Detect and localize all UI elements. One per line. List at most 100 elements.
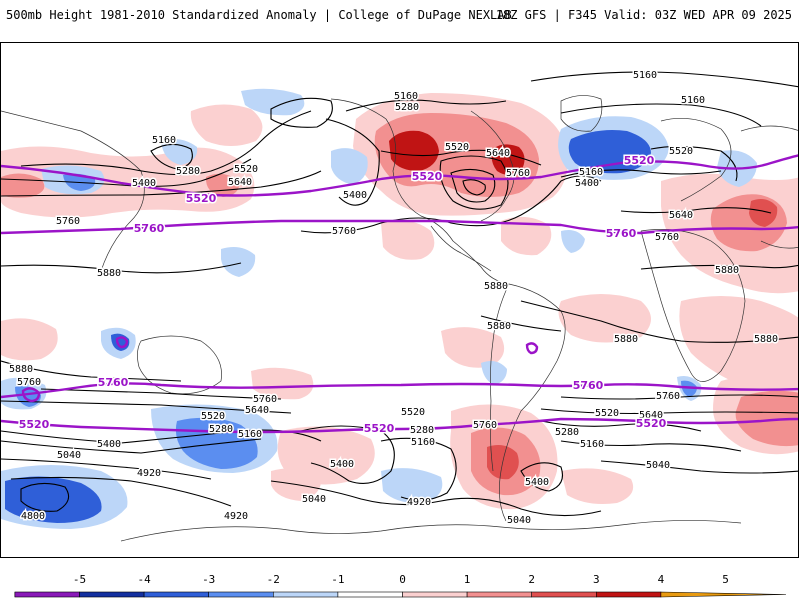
anomaly-pos-14 [1, 318, 58, 361]
contour-label-5160: 5160 [580, 439, 604, 450]
coastline-north-america [330, 98, 510, 285]
contour-5520-major-sh [1, 417, 798, 434]
anomaly-pos-19 [735, 390, 798, 447]
contour-label-5400: 5400 [330, 459, 354, 470]
contour-5160-north [530, 71, 798, 88]
anomaly-neg-18 [381, 468, 443, 504]
contour-label-5880: 5880 [715, 265, 739, 276]
contour-label-5760: 5760 [655, 232, 679, 243]
coastline-antarctica [120, 520, 742, 542]
contour-label-5400: 5400 [132, 178, 156, 189]
color-scale-segment [208, 591, 274, 598]
contour-label-5760: 5760 [56, 216, 80, 227]
anomaly-pos-12 [381, 220, 435, 260]
contour-label-5280: 5280 [176, 166, 200, 177]
color-scale-segment [402, 591, 468, 598]
contour-5400-sh-east [520, 462, 564, 492]
anomaly-neg-5 [161, 139, 198, 165]
color-scale-tick-label: -5 [73, 573, 86, 586]
coastline-south-america-west [489, 283, 510, 472]
contour-label-5400: 5400 [343, 190, 367, 201]
contour-label-5880: 5880 [97, 268, 121, 279]
contour-labels: 5160516051605280516052805400552056405400… [7, 69, 779, 528]
color-scale-tick-label: -3 [202, 573, 215, 586]
coastline-south-america [499, 283, 566, 522]
contour-label-4800: 4800 [21, 511, 45, 522]
coastline-australia [137, 335, 222, 395]
contour-label-5520: 5520 [445, 142, 469, 153]
contour-5280-sh-west [1, 438, 262, 454]
anomaly-pos-26 [561, 468, 634, 504]
contour-label-5640: 5640 [245, 405, 269, 416]
contour-label-5520: 5520 [412, 170, 443, 183]
coastline-central-america [430, 225, 492, 272]
contour-5280-sh-east [540, 420, 702, 432]
contour-label-5880: 5880 [754, 334, 778, 345]
contour-label-5760: 5760 [332, 226, 356, 237]
contour-label-5760: 5760 [573, 379, 604, 392]
contour-5040-sh-mid [270, 480, 602, 517]
contour-label-5760: 5760 [134, 222, 165, 235]
color-scale-segment [272, 591, 339, 598]
contour-5400-na [325, 118, 380, 206]
anomaly-neg-20 [681, 380, 697, 397]
contour-label-5520: 5520 [19, 418, 50, 431]
contour-label-5760: 5760 [17, 377, 41, 388]
contour-label-5160: 5160 [411, 437, 435, 448]
color-scale-tick-label: -2 [267, 573, 280, 586]
color-scale-segments [14, 591, 787, 598]
color-scale-bar: -5 -4 -3 -2 -1 0 1 2 3 4 5 [14, 573, 787, 598]
color-scale-tick-label: 0 [399, 573, 406, 586]
contour-5280-trough [439, 155, 509, 210]
contour-5760-closed-sa [525, 342, 539, 355]
coastline-europe [660, 118, 732, 202]
contour-5640-atl [620, 207, 772, 214]
anomaly-map: 5160516051605280516052805400552056405400… [1, 69, 798, 542]
contour-5760-sh-west [40, 388, 282, 400]
color-scale-tick-label: 1 [464, 573, 471, 586]
contour-5880-sub-east [640, 264, 798, 270]
color-scale-segment [466, 591, 533, 598]
contour-label-5160: 5160 [394, 91, 418, 102]
contour-label-5520: 5520 [636, 417, 667, 430]
anomaly-neg-17 [5, 476, 102, 523]
model-run-info: 18Z GFS | F345 Valid: 03Z WED APR 09 202… [495, 8, 792, 22]
color-scale-tick-label: 2 [528, 573, 535, 586]
anomaly-neg-7 [331, 148, 368, 185]
contour-5160-nh-ridge [560, 103, 762, 127]
contour-label-5760: 5760 [98, 376, 129, 389]
coastlines [1, 95, 798, 542]
contour-label-5280: 5280 [395, 102, 419, 113]
contour-5640-sh-west [1, 400, 292, 414]
contour-5880-sub-west [1, 262, 242, 274]
contour-4800-low [20, 482, 70, 512]
contour-5280-na [345, 99, 507, 112]
contour-5160-aleutian [270, 97, 333, 128]
major-contour-labels: 5520 5520 5520 5760 5760 5760 5760 5520 5520 5520 [17, 153, 668, 437]
contour-5520-atl [650, 145, 738, 182]
contour-5520-major-nh [1, 154, 798, 197]
color-scale-max-arrow [660, 591, 787, 598]
coastline-greenland [560, 95, 603, 132]
contour-5760-major-nh [1, 219, 798, 235]
contour-5520-trough [462, 179, 486, 196]
color-scale-segment [531, 591, 597, 598]
anomaly-neg-21 [481, 361, 507, 385]
color-scale-tick-label: 5 [722, 573, 729, 586]
contour-5760-closed-aus [115, 336, 129, 349]
anomaly-pos-15 [558, 294, 651, 343]
contour-5040-sh-west [1, 458, 212, 480]
contour-label-5640: 5640 [669, 210, 693, 221]
contour-5880-trop [520, 300, 798, 343]
contour-label-5280: 5280 [209, 424, 233, 435]
color-scale-tick-label: -4 [137, 573, 151, 586]
contour-label-5760: 5760 [473, 420, 497, 431]
contour-5040-sh-east [600, 460, 798, 474]
contour-label-5760: 5760 [253, 394, 277, 405]
contour-label-5520: 5520 [401, 407, 425, 418]
color-scale-tick-label: 3 [593, 573, 600, 586]
coastline-asia [740, 125, 798, 249]
contour-label-5640: 5640 [639, 410, 663, 421]
contour-label-5880: 5880 [484, 281, 508, 292]
color-scale-segment [337, 591, 403, 598]
